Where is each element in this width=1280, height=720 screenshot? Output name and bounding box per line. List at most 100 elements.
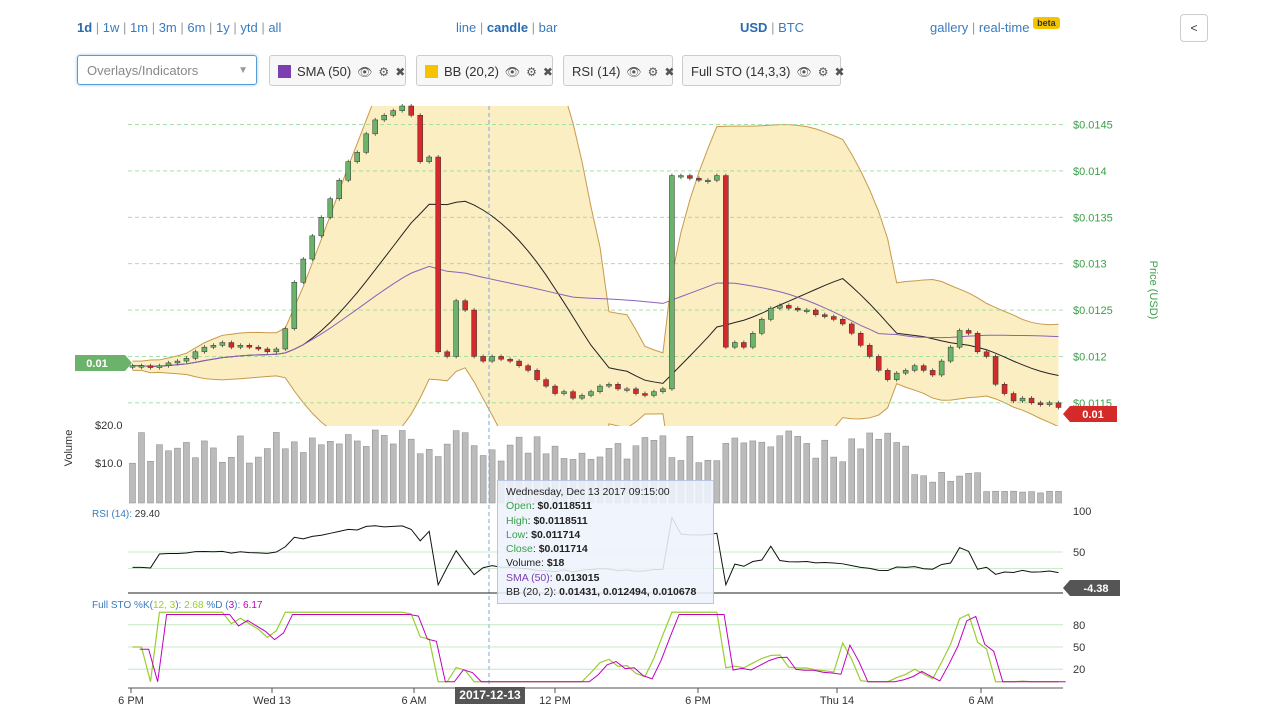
volume-bar bbox=[749, 440, 757, 504]
eye-icon[interactable]: 👁 bbox=[357, 65, 373, 79]
volume-bar bbox=[776, 435, 784, 504]
collapse-panel-button[interactable]: < bbox=[1180, 14, 1208, 42]
candle bbox=[804, 309, 810, 312]
range-option-6[interactable]: ytd bbox=[240, 20, 258, 35]
eye-icon[interactable]: 👁 bbox=[796, 65, 812, 79]
candle bbox=[138, 365, 145, 368]
candle bbox=[264, 348, 271, 353]
candle bbox=[489, 356, 495, 362]
ohlc-tooltip: Wednesday, Dec 13 2017 09:15:00 Open: $0… bbox=[497, 480, 714, 604]
range-option-4[interactable]: 6m bbox=[187, 20, 206, 35]
volume-bar bbox=[884, 432, 891, 504]
volume-bar bbox=[362, 446, 370, 504]
candle bbox=[237, 345, 244, 348]
close-icon[interactable]: ✖ bbox=[542, 65, 553, 79]
candle bbox=[381, 115, 387, 121]
volume-bar bbox=[1046, 490, 1053, 504]
close-icon[interactable]: ✖ bbox=[664, 65, 675, 79]
currency-option-0[interactable]: USD bbox=[740, 20, 768, 35]
volume-bar bbox=[983, 491, 990, 504]
rsi-marker-label: -4.38 bbox=[1083, 583, 1108, 595]
range-option-5[interactable]: 1y bbox=[216, 20, 230, 35]
color-swatch[interactable] bbox=[425, 65, 438, 78]
candle bbox=[768, 307, 774, 320]
gear-icon[interactable]: ⚙ bbox=[647, 65, 659, 79]
volume-bar bbox=[264, 448, 271, 504]
volume-bar bbox=[956, 475, 963, 504]
gear-icon[interactable]: ⚙ bbox=[378, 65, 390, 79]
rsi-value: 29.40 bbox=[135, 509, 160, 520]
candle bbox=[192, 351, 199, 359]
volume-bar bbox=[318, 444, 325, 504]
candle bbox=[687, 175, 693, 179]
color-swatch[interactable] bbox=[278, 65, 291, 78]
candle bbox=[507, 358, 513, 362]
volume-bar bbox=[1055, 491, 1062, 504]
price-axis-label: Price (USD) bbox=[1147, 261, 1159, 320]
range-option-1[interactable]: 1w bbox=[102, 20, 120, 35]
candle bbox=[228, 342, 235, 348]
tooltip-low: Low: $0.011714 bbox=[506, 528, 581, 541]
candle bbox=[516, 360, 522, 366]
candle bbox=[300, 258, 307, 283]
volume-bar bbox=[479, 455, 487, 504]
close-icon[interactable]: ✖ bbox=[834, 65, 845, 79]
candle bbox=[210, 345, 217, 348]
chart-type-option-0[interactable]: line bbox=[456, 20, 477, 35]
volume-bar bbox=[1001, 491, 1008, 504]
candle bbox=[974, 332, 981, 353]
candle bbox=[174, 360, 181, 364]
candle bbox=[1010, 393, 1017, 402]
candle bbox=[363, 133, 369, 153]
gear-icon[interactable]: ⚙ bbox=[526, 65, 537, 79]
x-tick-label: 6 PM bbox=[685, 695, 711, 707]
volume-bar bbox=[425, 449, 433, 504]
candle bbox=[147, 365, 154, 368]
range-option-2[interactable]: 1m bbox=[130, 20, 149, 35]
chart-type-option-1[interactable]: candle bbox=[486, 20, 529, 35]
indicator-select[interactable]: Overlays/Indicators ▼ bbox=[77, 55, 257, 85]
volume-bar bbox=[785, 430, 793, 504]
eye-icon[interactable]: 👁 bbox=[626, 65, 642, 79]
realtime-link[interactable]: real-time bbox=[978, 20, 1030, 35]
gear-icon[interactable]: ⚙ bbox=[817, 65, 829, 79]
indicator-chip-label: RSI (14) bbox=[572, 64, 621, 79]
extra-links: gallery | real-time beta bbox=[930, 17, 1060, 35]
chart-type-option-2[interactable]: bar bbox=[538, 20, 558, 35]
volume-bar bbox=[138, 432, 145, 504]
volume-bar bbox=[416, 453, 424, 504]
currency-selector: USD | BTC bbox=[740, 20, 805, 35]
volume-bar bbox=[201, 440, 208, 504]
candle bbox=[408, 105, 414, 116]
tooltip-open: Open: $0.0118511 bbox=[506, 500, 592, 513]
candle bbox=[884, 370, 891, 380]
volume-tick-label: $10.0 bbox=[95, 458, 123, 470]
candle bbox=[750, 332, 756, 348]
close-icon[interactable]: ✖ bbox=[395, 65, 406, 79]
candle bbox=[1037, 402, 1044, 405]
volume-bar bbox=[731, 437, 739, 504]
volume-bar bbox=[839, 461, 846, 504]
candle bbox=[938, 360, 945, 376]
tooltip-close: Close: $0.011714 bbox=[506, 543, 588, 556]
range-option-3[interactable]: 3m bbox=[158, 20, 177, 35]
gallery-link[interactable]: gallery bbox=[930, 20, 969, 35]
candle bbox=[372, 119, 378, 135]
candle bbox=[839, 319, 846, 325]
currency-option-1[interactable]: BTC bbox=[778, 20, 805, 35]
range-option-7[interactable]: all bbox=[268, 20, 282, 35]
candle bbox=[795, 307, 801, 311]
eye-icon[interactable]: 👁 bbox=[504, 65, 521, 79]
left-price-marker-label: 0.01 bbox=[86, 358, 107, 370]
volume-bar bbox=[147, 461, 154, 504]
volume-bar bbox=[821, 439, 829, 504]
volume-bar bbox=[273, 432, 280, 504]
sto-tick-label: 80 bbox=[1073, 620, 1085, 632]
chart-type-selector: line | candle | bar bbox=[456, 20, 558, 35]
candle bbox=[669, 175, 675, 390]
chevron-down-icon: ▼ bbox=[238, 65, 248, 76]
volume-bar bbox=[291, 441, 298, 504]
candle bbox=[1019, 397, 1026, 402]
range-option-0[interactable]: 1d bbox=[77, 20, 93, 35]
